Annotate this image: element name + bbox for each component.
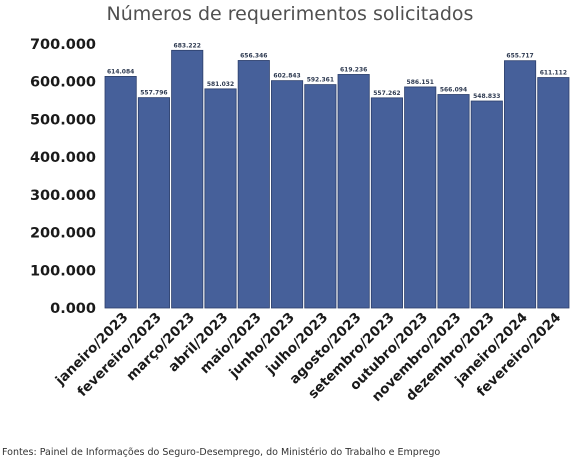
y-tick-label: 300.000 bbox=[30, 188, 96, 204]
data-label: 592.361 bbox=[307, 77, 334, 84]
bar bbox=[437, 94, 470, 309]
y-tick-label: 500.000 bbox=[30, 112, 96, 128]
data-label: 655.717 bbox=[506, 53, 533, 60]
source-note: Fontes: Painel de Informações do Seguro-… bbox=[2, 447, 441, 458]
bar bbox=[504, 60, 537, 309]
y-tick-label: 200.000 bbox=[30, 226, 96, 242]
y-tick-label: 100.000 bbox=[30, 263, 96, 279]
data-label: 611.112 bbox=[540, 70, 567, 77]
data-label: 581.032 bbox=[207, 81, 234, 88]
data-label: 656.346 bbox=[240, 52, 267, 59]
data-label: 602.843 bbox=[273, 73, 300, 80]
data-label: 557.796 bbox=[140, 90, 167, 97]
data-label: 557.262 bbox=[373, 90, 400, 97]
chart-title: Números de requerimentos solicitados bbox=[106, 3, 474, 25]
bar bbox=[137, 97, 170, 309]
bar bbox=[271, 80, 304, 309]
bar bbox=[537, 77, 570, 309]
y-tick-label: 400.000 bbox=[30, 150, 96, 166]
bar bbox=[237, 60, 270, 309]
data-label: 586.151 bbox=[407, 79, 434, 86]
bar bbox=[470, 100, 503, 309]
y-tick-label: 0.000 bbox=[50, 301, 96, 317]
bar bbox=[104, 76, 137, 309]
bar bbox=[337, 74, 370, 309]
bar bbox=[304, 84, 337, 309]
y-tick-label: 700.000 bbox=[30, 37, 96, 53]
bar bbox=[370, 97, 403, 309]
bar bbox=[171, 49, 204, 309]
data-label: 683.222 bbox=[174, 42, 201, 49]
data-label: 614.084 bbox=[107, 68, 134, 75]
bar bbox=[404, 86, 437, 309]
bar bbox=[204, 88, 237, 309]
data-label: 566.094 bbox=[440, 87, 467, 94]
y-tick-label: 600.000 bbox=[30, 75, 96, 91]
data-label: 619.236 bbox=[340, 66, 367, 73]
data-label: 548.833 bbox=[473, 93, 500, 100]
